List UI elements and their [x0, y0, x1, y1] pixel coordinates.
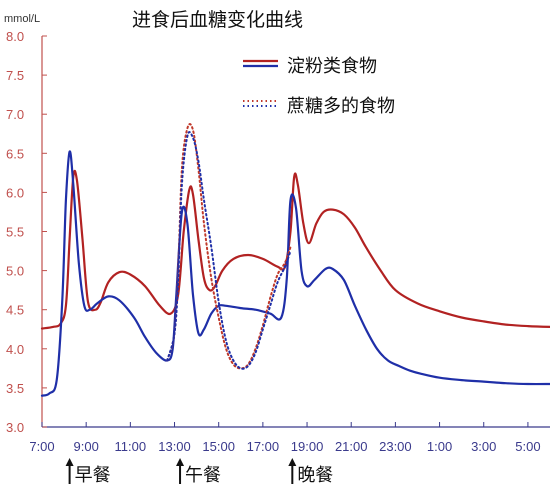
- series-layer: [40, 123, 550, 397]
- y-tick-label: 8.0: [6, 29, 24, 44]
- starch-food-series-line-1: [40, 150, 550, 397]
- sucrose-food-series-line-3: [166, 131, 292, 370]
- starch-food-series-line-0: [40, 169, 550, 330]
- x-tick-label: 17:00: [247, 439, 280, 454]
- x-tick-label: 21:00: [335, 439, 368, 454]
- up-arrow-icon: [65, 458, 74, 466]
- x-tick-label: 1:00: [427, 439, 452, 454]
- y-tick-label: 3.5: [6, 381, 24, 396]
- x-tick-label: 9:00: [74, 439, 99, 454]
- meal-label: 早餐: [75, 465, 111, 486]
- up-arrow-icon: [176, 458, 185, 466]
- x-tick-label: 15:00: [202, 439, 235, 454]
- up-arrow-icon: [288, 458, 297, 466]
- axes: 3.0 3.5 4.0 4.5 5.0 5.5 6.0 6.5 7.0 7.5 8.0 7:00 9:0…: [6, 29, 550, 454]
- y-axis-unit-label: mmol/L: [4, 13, 40, 25]
- x-tick-label: 11:00: [115, 439, 147, 454]
- chart-title: 进食后血糖变化曲线: [132, 9, 303, 31]
- y-tick-label: 6.0: [6, 185, 24, 200]
- meal-annotations: 早餐 午餐 晚餐: [65, 458, 333, 486]
- y-tick-label: 7.0: [6, 107, 24, 122]
- legend-label: 蔗糖多的食物: [287, 96, 395, 117]
- x-tick-label: 19:00: [291, 439, 324, 454]
- y-tick-label: 5.5: [6, 225, 24, 240]
- y-tick-label: 4.0: [6, 342, 24, 357]
- y-tick-label: 3.0: [6, 420, 24, 435]
- meal-label: 晚餐: [297, 465, 333, 486]
- y-tick-label: 4.5: [6, 303, 24, 318]
- legend-label: 淀粉类食物: [287, 56, 377, 77]
- sucrose-food-series-line-2: [166, 123, 292, 370]
- x-tick-label: 7:00: [29, 439, 54, 454]
- meal-label: 午餐: [185, 465, 221, 486]
- y-tick-label: 6.5: [6, 146, 24, 161]
- x-tick-label: 23:00: [379, 439, 412, 454]
- x-tick-label: 13:00: [158, 439, 191, 454]
- y-tick-label: 7.5: [6, 68, 24, 83]
- y-tick-label: 5.0: [6, 264, 24, 279]
- x-tick-label: 5:00: [515, 439, 540, 454]
- x-tick-label: 3:00: [471, 439, 496, 454]
